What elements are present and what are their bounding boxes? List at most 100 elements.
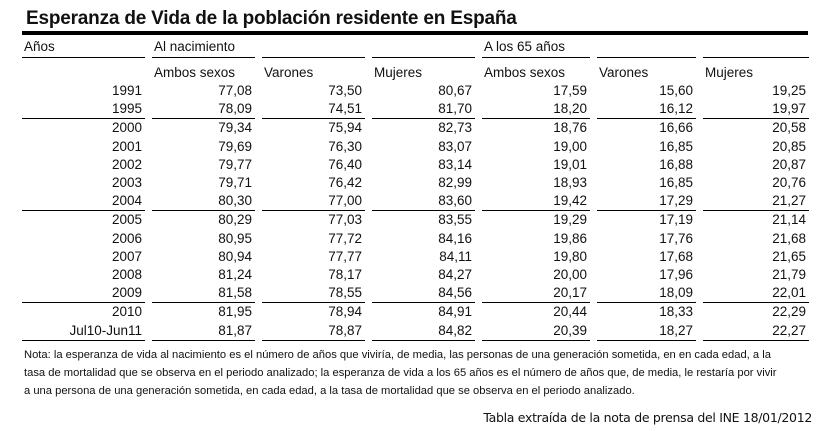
table-row: 2000 79,34 75,94 82,73 18,76 16,66 20,58 bbox=[22, 119, 809, 137]
footnote: Nota: la esperanza de vida al nacimiento… bbox=[24, 349, 777, 397]
table-row: 2008 81,24 78,17 84,27 20,00 17,96 21,79 bbox=[22, 266, 809, 284]
value-cell: 20,85 bbox=[772, 138, 806, 154]
value-cell: 19,29 bbox=[553, 212, 587, 228]
value-cell: 84,16 bbox=[438, 230, 472, 246]
value-cell: 17,68 bbox=[659, 248, 693, 264]
value-cell: 76,40 bbox=[328, 156, 362, 172]
value-cell: 83,07 bbox=[438, 138, 472, 154]
value-cell: 73,50 bbox=[328, 83, 362, 99]
subheader-cell: Mujeres bbox=[374, 65, 423, 80]
value-cell: 20,00 bbox=[553, 266, 587, 282]
value-cell: 81,95 bbox=[218, 304, 252, 320]
value-cell: 79,69 bbox=[218, 138, 252, 154]
table-row: 1991 77,08 73,50 80,67 17,59 15,60 19,25 bbox=[22, 82, 809, 100]
value-cell: 22,27 bbox=[703, 321, 809, 341]
value-cell: 21,79 bbox=[772, 266, 806, 282]
value-cell: 79,77 bbox=[218, 156, 252, 172]
value-cell: 75,94 bbox=[328, 120, 362, 136]
table-row: 2009 81,58 78,55 84,56 20,17 18,09 22,01 bbox=[22, 284, 809, 304]
year-cell: 2008 bbox=[111, 266, 142, 282]
year-cell: 2006 bbox=[111, 230, 142, 246]
value-cell: 80,94 bbox=[218, 248, 252, 264]
value-cell: 17,59 bbox=[553, 83, 587, 99]
value-cell: 82,73 bbox=[438, 120, 472, 136]
value-cell: 74,51 bbox=[262, 100, 365, 120]
value-cell: 18,09 bbox=[597, 284, 696, 304]
header-row: Años Al nacimiento A los 65 años bbox=[22, 37, 809, 58]
value-cell: 84,56 bbox=[372, 284, 475, 304]
value-cell: 16,85 bbox=[659, 175, 693, 191]
value-cell: 79,71 bbox=[218, 175, 252, 191]
header-age65: A los 65 años bbox=[482, 37, 590, 58]
subheader-cell: Varones bbox=[599, 65, 649, 80]
value-cell: 21,14 bbox=[772, 212, 806, 228]
table-row: 2006 80,95 77,72 84,16 19,86 17,76 21,68 bbox=[22, 230, 809, 248]
value-cell: 19,86 bbox=[553, 230, 587, 246]
table-row: Jul10-Jun11 81,87 78,87 84,82 20,39 18,27 22,2… bbox=[22, 321, 809, 341]
value-cell: 16,88 bbox=[659, 156, 693, 172]
value-cell: 78,87 bbox=[262, 321, 365, 341]
value-cell: 18,20 bbox=[482, 100, 590, 120]
value-cell: 77,03 bbox=[328, 212, 362, 228]
value-cell: 16,66 bbox=[659, 120, 693, 136]
value-cell: 78,17 bbox=[328, 266, 362, 282]
value-cell: 83,14 bbox=[438, 156, 472, 172]
value-cell: 20,58 bbox=[772, 120, 806, 136]
value-cell: 19,42 bbox=[482, 192, 590, 212]
value-cell: 21,65 bbox=[772, 248, 806, 264]
table-row: 2004 80,30 77,00 83,60 19,42 17,29 21,27 bbox=[22, 192, 809, 212]
year-cell: 2007 bbox=[111, 248, 142, 264]
value-cell: 78,55 bbox=[262, 284, 365, 304]
table-row: 2005 80,29 77,03 83,55 19,29 17,19 21,14 bbox=[22, 211, 809, 229]
value-cell: 19,97 bbox=[703, 100, 809, 120]
value-cell: 18,76 bbox=[553, 120, 587, 136]
header-years: Años bbox=[22, 37, 145, 58]
value-cell: 83,55 bbox=[438, 212, 472, 228]
value-cell: 20,17 bbox=[482, 284, 590, 304]
value-cell: 84,82 bbox=[372, 321, 475, 341]
value-cell: 18,27 bbox=[597, 321, 696, 341]
value-cell: 79,34 bbox=[218, 120, 252, 136]
year-cell: 1991 bbox=[111, 83, 142, 99]
value-cell: 20,76 bbox=[772, 175, 806, 191]
value-cell: 22,29 bbox=[772, 304, 806, 320]
value-cell: 77,08 bbox=[218, 83, 252, 99]
value-cell: 22,01 bbox=[703, 284, 809, 304]
value-cell: 81,58 bbox=[152, 284, 255, 304]
value-cell: 84,27 bbox=[438, 266, 472, 282]
table-row: 2003 79,71 76,42 82,99 18,93 16,85 20,76 bbox=[22, 174, 809, 192]
subheader-cell: Varones bbox=[264, 65, 314, 80]
value-cell: 21,27 bbox=[703, 192, 809, 212]
value-cell: 18,93 bbox=[553, 175, 587, 191]
subheader-row: Ambos sexos Varones Mujeres Ambos sexos … bbox=[22, 58, 809, 82]
year-cell: 2004 bbox=[22, 192, 145, 212]
table-row: 1995 78,09 74,51 81,70 18,20 16,12 19,97 bbox=[22, 100, 809, 120]
table-title: Esperanza de Vida de la población reside… bbox=[26, 8, 517, 29]
value-cell: 81,70 bbox=[372, 100, 475, 120]
title-rule bbox=[22, 31, 808, 35]
value-cell: 19,25 bbox=[772, 83, 806, 99]
value-cell: 20,87 bbox=[772, 156, 806, 172]
value-cell: 17,96 bbox=[659, 266, 693, 282]
source-credit: Tabla extraída de la nota de prensa del … bbox=[483, 410, 812, 425]
value-cell: 81,87 bbox=[152, 321, 255, 341]
year-cell: 2001 bbox=[111, 138, 142, 154]
table-row: 2001 79,69 76,30 83,07 19,00 16,85 20,85 bbox=[22, 138, 809, 156]
table-row: 2007 80,94 77,77 84,11 19,80 17,68 21,65 bbox=[22, 248, 809, 266]
year-cell: 2010 bbox=[111, 304, 142, 320]
subheader-cell: Ambos sexos bbox=[154, 65, 236, 80]
value-cell: 20,39 bbox=[482, 321, 590, 341]
subheader-cell: Mujeres bbox=[705, 65, 754, 80]
value-cell: 81,24 bbox=[218, 266, 252, 282]
year-cell: Jul10-Jun11 bbox=[22, 321, 145, 341]
value-cell: 78,09 bbox=[152, 100, 255, 120]
value-cell: 17,29 bbox=[597, 192, 696, 212]
value-cell: 17,19 bbox=[659, 212, 693, 228]
value-cell: 80,95 bbox=[218, 230, 252, 246]
year-cell: 2009 bbox=[22, 284, 145, 304]
table-row: 2010 81,95 78,94 84,91 20,44 18,33 22,29 bbox=[22, 303, 809, 321]
value-cell: 19,80 bbox=[553, 248, 587, 264]
value-cell: 84,91 bbox=[438, 304, 472, 320]
year-cell: 2005 bbox=[111, 212, 142, 228]
value-cell: 77,77 bbox=[328, 248, 362, 264]
